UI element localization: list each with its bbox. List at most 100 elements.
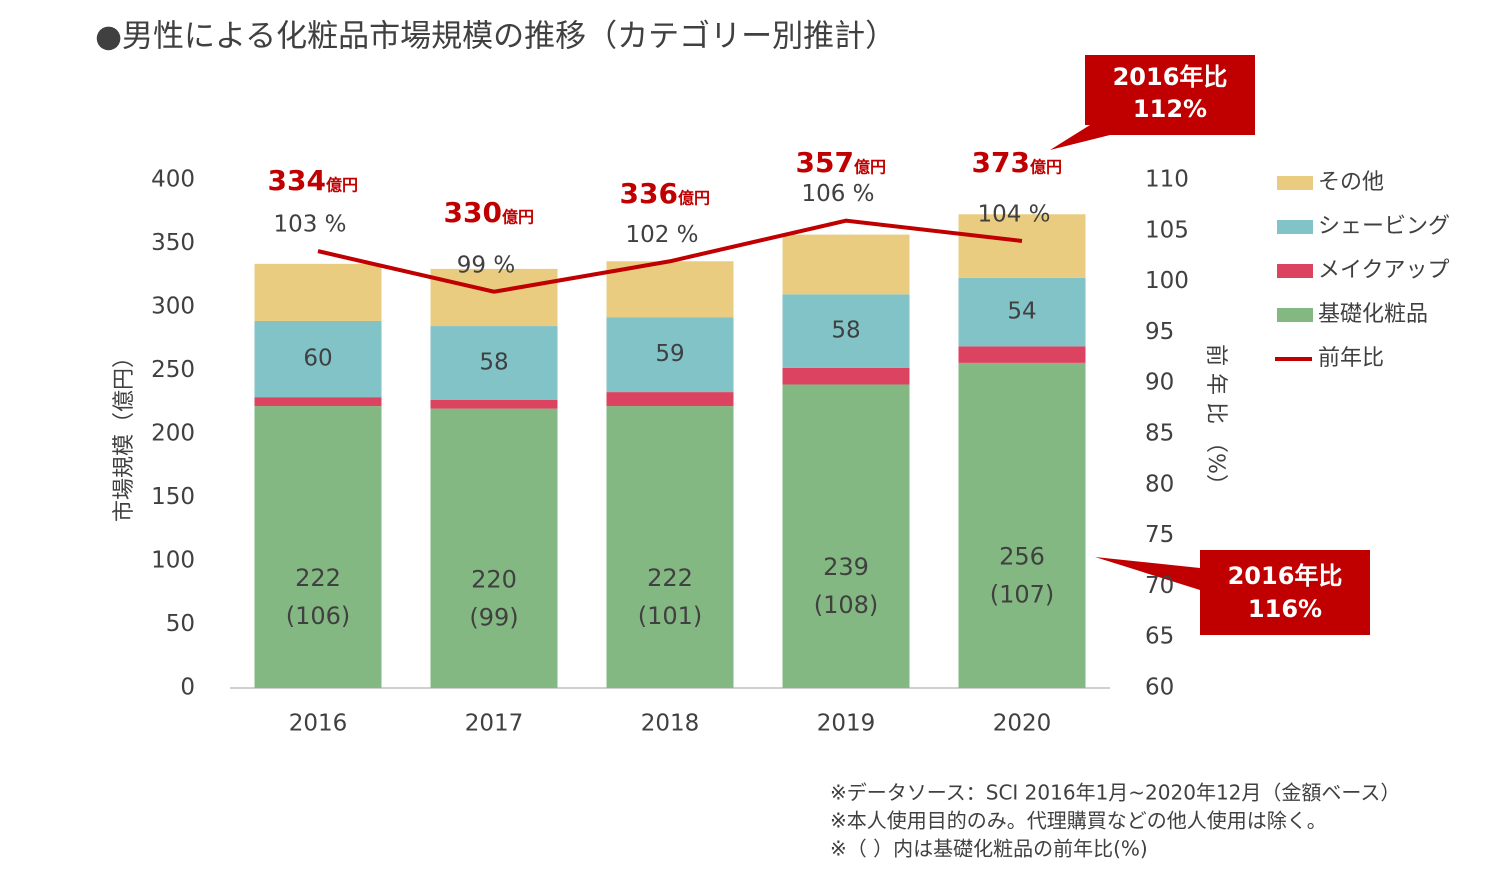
total-label: 330 [444, 196, 502, 229]
y2-tick-label: 95 [1145, 319, 1174, 345]
data-label: 54 [1007, 299, 1036, 325]
total-unit: 億円 [854, 158, 886, 177]
bar-segment [606, 317, 734, 393]
y2-tick-label: 105 [1145, 217, 1189, 243]
bar-segment [782, 367, 910, 385]
footnote: ※（ ）内は基礎化粧品の前年比(%) [830, 837, 1148, 861]
data-label: 222 [295, 564, 341, 592]
x-tick-label: 2018 [641, 711, 700, 737]
y2-tick-label: 75 [1145, 522, 1174, 548]
y2-tick-label: 100 [1145, 268, 1189, 294]
y-tick-label: 350 [151, 230, 195, 256]
footnote: ※データソース：SCI 2016年1月~2020年12月（金額ベース） [830, 781, 1400, 805]
y2-tick-label: 90 [1145, 370, 1174, 396]
y2-tick-label: 60 [1145, 675, 1174, 701]
callout: 2016年比 112% [1050, 55, 1255, 150]
bar-segment [782, 384, 910, 688]
callout-text: 2016年比 [1228, 562, 1343, 590]
x-tick-label: 2019 [817, 711, 876, 737]
line-label: 99 % [457, 252, 515, 278]
total-unit: 億円 [326, 176, 358, 195]
total-label: 357 [796, 146, 854, 179]
legend-swatch [1277, 176, 1313, 190]
data-label: 239 [823, 553, 869, 581]
y-tick-label: 200 [151, 421, 195, 447]
y-tick-label: 50 [166, 611, 195, 637]
total-label: 334 [268, 164, 326, 197]
total-unit: 億円 [502, 208, 534, 227]
bar-segment [958, 362, 1086, 688]
x-tick-label: 2020 [993, 711, 1052, 737]
line-label: 103 % [273, 212, 346, 238]
footnote: ※本人使用目的のみ。代理購買などの他人使用は除く。 [830, 809, 1327, 833]
callout-box [1095, 550, 1370, 635]
y-tick-label: 150 [151, 484, 195, 510]
callout-box [1050, 55, 1255, 150]
y2-tick-label: 110 [1145, 167, 1189, 193]
legend-label: 基礎化粧品 [1318, 302, 1428, 327]
bar-segment [254, 406, 382, 688]
growth-label: (108) [814, 591, 879, 619]
bar-segment [958, 346, 1086, 363]
total-label: 373 [972, 146, 1030, 179]
x-tick-label: 2016 [289, 711, 348, 737]
bar-segment [958, 214, 1086, 278]
data-label: 220 [471, 565, 517, 593]
data-label: 60 [303, 346, 332, 372]
legend-label: 前年比 [1318, 346, 1384, 371]
data-label: 222 [647, 564, 693, 592]
line-label: 104 % [977, 201, 1050, 227]
y2-tick-label: 85 [1145, 421, 1174, 447]
bar-segment [958, 277, 1086, 347]
x-tick-label: 2017 [465, 711, 524, 737]
y-tick-label: 250 [151, 357, 195, 383]
legend-label: シェービング [1318, 214, 1450, 239]
legend-swatch [1277, 308, 1313, 322]
y-tick-label: 0 [180, 675, 195, 701]
y2-axis-label: 前 年 比 （%） [1203, 344, 1228, 496]
growth-label: (107) [990, 580, 1055, 608]
line-series [317, 218, 1023, 294]
bar-segment [606, 392, 734, 407]
bar-segment [782, 234, 910, 295]
legend-swatch [1277, 264, 1313, 278]
chart-title: ●男性による化粧品市場規模の推移（カテゴリー別推計） [95, 19, 896, 55]
y2-tick-label: 65 [1145, 624, 1174, 650]
y-tick-label: 100 [151, 548, 195, 574]
legend-label: メイクアップ [1318, 258, 1450, 283]
y-tick-label: 300 [151, 294, 195, 320]
callout-text: 116% [1248, 595, 1322, 623]
callout: 2016年比 116% [1095, 550, 1370, 635]
bar-segment [606, 406, 734, 688]
y2-tick-label: 80 [1145, 471, 1174, 497]
total-unit: 億円 [678, 189, 710, 208]
data-label: 59 [655, 341, 684, 367]
bar-segment [254, 397, 382, 407]
total-unit: 億円 [1030, 158, 1062, 177]
bar-segment [254, 263, 382, 321]
bar-segment [782, 294, 910, 368]
growth-label: (101) [638, 602, 703, 630]
growth-label: (99) [469, 603, 518, 631]
line-label: 106 % [801, 181, 874, 207]
data-label: 58 [479, 349, 508, 375]
legend-label: その他 [1318, 170, 1384, 195]
y-axis-label: 市場規模（億円） [112, 346, 137, 522]
bar-segment [430, 399, 558, 409]
growth-label: (106) [286, 602, 351, 630]
data-label: 256 [999, 542, 1045, 570]
bar-segment [430, 408, 558, 688]
y-tick-label: 400 [151, 167, 195, 193]
data-label: 58 [831, 318, 860, 344]
total-label: 336 [620, 177, 678, 210]
bar-segment [254, 320, 382, 398]
bar-segment [430, 268, 558, 327]
bar-segment [430, 326, 558, 400]
line-label: 102 % [625, 222, 698, 248]
legend-swatch [1277, 220, 1313, 234]
y2-tick-label: 70 [1145, 573, 1174, 599]
callout-text: 2016年比 [1113, 63, 1228, 91]
callout-text: 112% [1133, 95, 1207, 123]
